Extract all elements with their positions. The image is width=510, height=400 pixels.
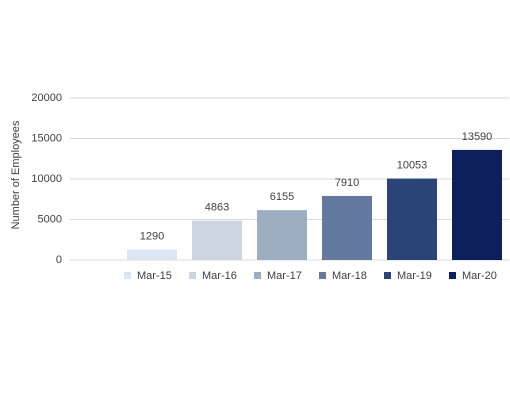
legend-swatch: [384, 272, 391, 279]
legend-swatch: [449, 272, 456, 279]
value-label: 1290: [140, 230, 164, 242]
y-tick-label: 20000: [31, 92, 62, 104]
bar: [127, 249, 177, 260]
legend-swatch: [254, 272, 261, 279]
y-tick-label: 5000: [38, 213, 62, 225]
bar: [322, 195, 372, 260]
legend-swatch: [319, 272, 326, 279]
x-tick-label: Mar-15: [137, 270, 172, 282]
x-tick-label: Mar-20: [462, 270, 497, 282]
value-label: 13590: [462, 131, 493, 143]
y-axis-label: Number of Employees: [10, 120, 22, 229]
value-label: 4863: [205, 202, 229, 214]
value-label: 10053: [397, 159, 428, 171]
x-tick-label: Mar-19: [397, 270, 432, 282]
x-tick-label: Mar-18: [332, 270, 367, 282]
legend-swatch: [189, 272, 196, 279]
y-tick-label: 0: [56, 254, 62, 266]
bar: [257, 210, 307, 260]
legend-swatch: [124, 272, 131, 279]
value-label: 6155: [270, 191, 294, 203]
y-tick-label: 10000: [31, 173, 62, 185]
bar: [192, 220, 242, 260]
y-tick-label: 15000: [31, 132, 62, 144]
x-tick-label: Mar-17: [267, 270, 302, 282]
bar: [452, 149, 502, 260]
x-tick-label: Mar-16: [202, 270, 237, 282]
bar: [387, 178, 437, 260]
value-label: 7910: [335, 177, 359, 189]
